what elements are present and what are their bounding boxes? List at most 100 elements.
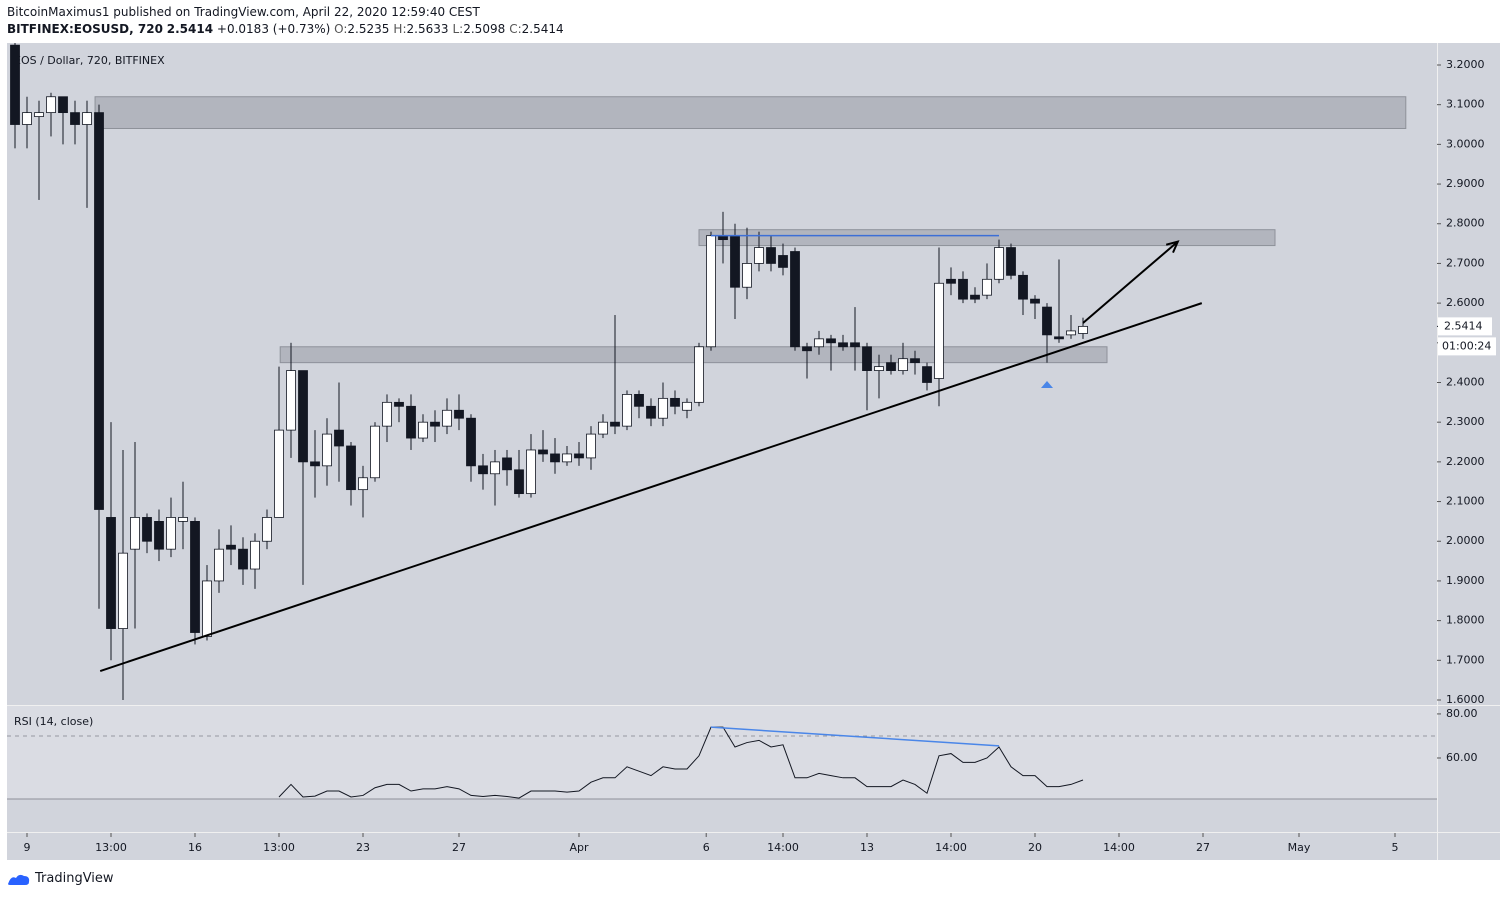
y-tick-label: 1.7000 [1446, 653, 1485, 666]
candle-body [130, 517, 140, 550]
last-price-label: 2.5414 [1444, 319, 1483, 332]
candle-body [958, 278, 968, 300]
rsi-legend: RSI (14, close) [14, 715, 93, 728]
candle-body [790, 251, 800, 348]
candle-body [598, 421, 608, 435]
symbol: BITFINEX:EOSUSD, 720 [7, 22, 163, 36]
candle-body [214, 548, 224, 582]
price-axis [1438, 43, 1500, 832]
candle-body [994, 247, 1004, 280]
candle-body [46, 96, 56, 114]
candle-body [634, 393, 644, 407]
chart: EOS / Dollar, 720, BITFINEX RSI (14, clo… [7, 43, 1500, 860]
ohlc-label: L: [452, 22, 464, 36]
candle-body [658, 397, 668, 419]
x-tick-label: 14:00 [767, 841, 799, 854]
candle-body [802, 346, 812, 352]
candle-body [838, 342, 848, 348]
candle-body [454, 409, 464, 419]
candle-body [310, 461, 320, 467]
candle-body [946, 278, 956, 284]
x-tick-label: 9 [24, 841, 31, 854]
candle-body [94, 112, 104, 510]
price-plot [10, 43, 1407, 700]
x-tick-label: 13:00 [263, 841, 295, 854]
x-tick-label: Apr [569, 841, 589, 854]
ohlc-value: 2.5235 [347, 22, 390, 36]
y-tick-label: 3.0000 [1446, 137, 1485, 150]
candle-body [34, 112, 44, 117]
x-tick-label: 20 [1028, 841, 1042, 854]
candle-body [814, 338, 824, 348]
change: +0.0183 (+0.73%) [216, 22, 331, 36]
x-tick-label: 23 [356, 841, 370, 854]
candle-body [922, 366, 932, 383]
candle-body [1054, 336, 1064, 340]
candle-body [610, 421, 620, 427]
candle-body [166, 517, 176, 550]
candle-body [274, 429, 284, 518]
candle-body [898, 358, 908, 371]
y-tick-label: 1.9000 [1446, 574, 1485, 587]
candle-body [586, 433, 596, 459]
candle-body [82, 112, 92, 125]
ohlc: O:2.5235 H:2.5633 L:2.5098 C:2.5414 [334, 22, 568, 36]
x-tick-label: 14:00 [1103, 841, 1135, 854]
x-tick-label: 14:00 [935, 841, 967, 854]
candle-body [886, 362, 896, 371]
candle-body [526, 449, 536, 495]
candle-body [826, 338, 836, 344]
candle-body [622, 393, 632, 427]
candle-body [382, 401, 392, 427]
candle-body [478, 465, 488, 475]
symbol-line: BITFINEX:EOSUSD, 720 2.5414 +0.0183 (+0.… [7, 22, 568, 36]
trendline [99, 302, 1203, 672]
candle-body [646, 405, 656, 419]
y-tick-label: 1.6000 [1446, 693, 1485, 706]
y-tick-label: 1.8000 [1446, 614, 1485, 627]
rsi-divergence [710, 726, 1000, 747]
candle-body [850, 342, 860, 348]
candle-body [538, 449, 548, 455]
candle-body [202, 580, 212, 637]
zone [94, 96, 1407, 129]
candle-body [766, 247, 776, 264]
rsi-plot [7, 726, 1437, 799]
candle-body [934, 282, 944, 379]
x-tick-label: 27 [1196, 841, 1210, 854]
x-tick-label: May [1288, 841, 1311, 854]
candle-body [442, 409, 452, 427]
rsi-pane [7, 799, 1437, 832]
candle-body [394, 401, 404, 407]
candle-body [418, 421, 428, 439]
candle-body [970, 294, 980, 300]
pane-legend: EOS / Dollar, 720, BITFINEX [14, 54, 165, 67]
ohlc-value: 2.5414 [521, 22, 564, 36]
x-tick-label: 5 [1392, 841, 1399, 854]
y-tick-label: 2.1000 [1446, 495, 1485, 508]
candle-body [118, 552, 128, 629]
candle-body [874, 366, 884, 371]
candle-body [490, 461, 500, 475]
zone [698, 229, 1276, 247]
y-tick-label: 3.1000 [1446, 98, 1485, 111]
candle-body [250, 540, 260, 570]
candle-body [862, 346, 872, 371]
candle-body [514, 469, 524, 495]
countdown-box [1438, 337, 1496, 356]
candle-body [1006, 247, 1016, 276]
candle-body [106, 517, 116, 629]
candle-body [142, 517, 152, 542]
candle-body [10, 44, 20, 125]
candle-body [502, 457, 512, 471]
y-tick-label: 2.6000 [1446, 296, 1485, 309]
candle-body [370, 425, 380, 479]
ohlc-label: C: [509, 22, 522, 36]
candle-body [754, 247, 764, 264]
candle-body [226, 544, 236, 550]
rsi-band [7, 706, 1437, 799]
candle-body [550, 453, 560, 463]
candle-body [58, 96, 68, 114]
candle-body [154, 521, 164, 550]
candle-body [574, 453, 584, 459]
